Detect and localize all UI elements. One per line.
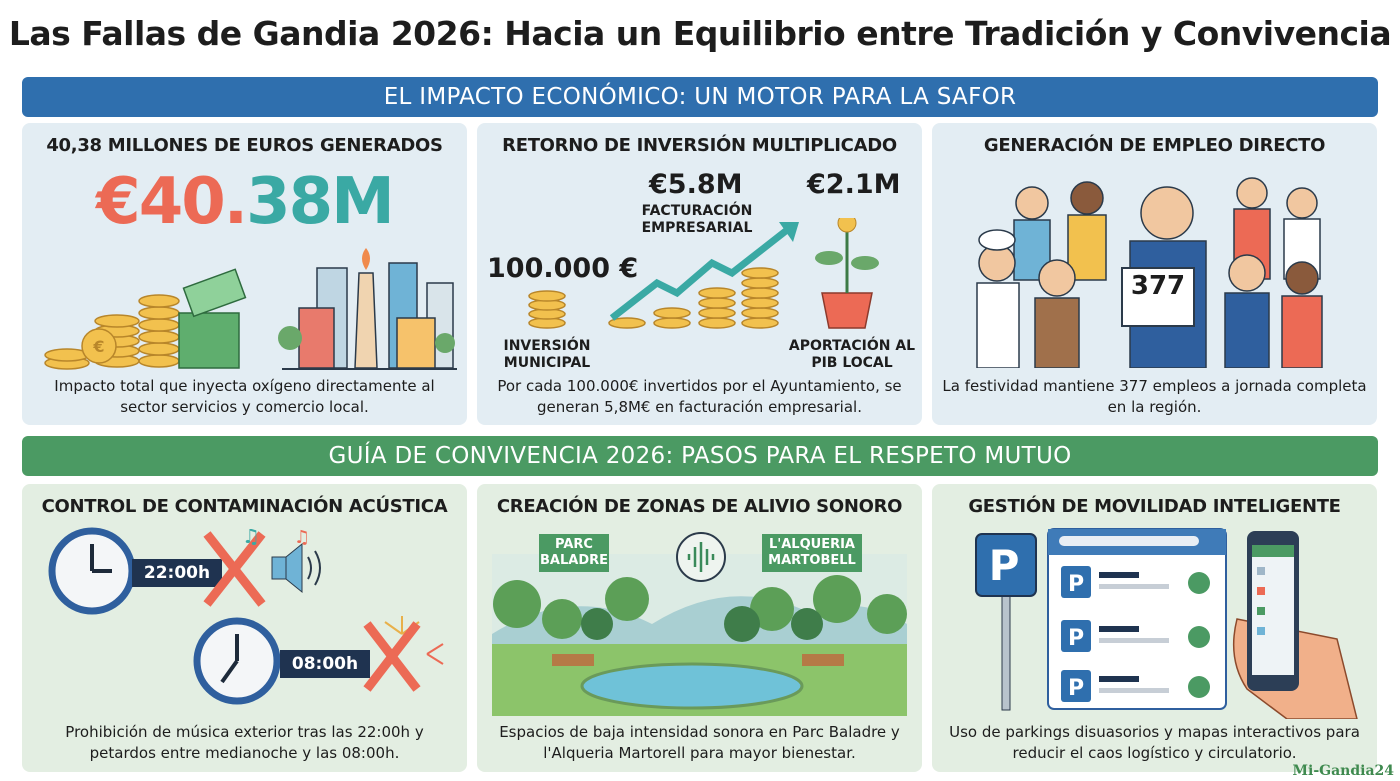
- prohibited-fireworks-icon: [363, 616, 444, 692]
- investment-value: 100.000 €: [487, 253, 639, 284]
- convivencia-section-banner: GUÍA DE CONVIVENCIA 2026: PASOS PARA EL …: [22, 436, 1378, 476]
- svg-text:P: P: [1068, 676, 1084, 701]
- watermark: Mi-Gandia24: [1292, 763, 1395, 779]
- card-description: Prohibición de música exterior tras las …: [65, 723, 424, 762]
- svg-text:P: P: [1068, 626, 1084, 651]
- card-heading: GESTIÓN DE MOVILIDAD INTELIGENTE: [968, 496, 1341, 517]
- sign-alqueria-martobell: L'ALQUERIA MARTOBELL: [762, 534, 862, 572]
- card-mobility: GESTIÓN DE MOVILIDAD INTELIGENTE P P P P…: [932, 484, 1377, 772]
- card-heading: CONTROL DE CONTAMINACIÓN ACÚSTICA: [41, 496, 448, 517]
- clock-icon: [193, 617, 281, 705]
- svg-text:♫: ♫: [294, 529, 310, 548]
- svg-text:€: €: [92, 337, 104, 356]
- gdp-value: €2.1M: [807, 169, 901, 200]
- smartphone-in-hand-icon: [1232, 531, 1358, 719]
- card-economic-total: 40,38 MILLONES DE EUROS GENERADOS €40.38…: [22, 123, 467, 425]
- coins-and-city-illustration: €: [44, 248, 457, 370]
- card-employment: GENERACIÓN DE EMPLEO DIRECTO 377 La fest…: [932, 123, 1377, 425]
- card-investment-return: RETORNO DE INVERSIÓN MULTIPLICADO 100.00…: [477, 123, 922, 425]
- fireworks-time-label: 08:00h: [280, 650, 370, 678]
- card-noise-control: CONTROL DE CONTAMINACIÓN ACÚSTICA 22:00h…: [22, 484, 467, 772]
- card-heading: GENERACIÓN DE EMPLEO DIRECTO: [983, 135, 1326, 156]
- card-heading: RETORNO DE INVERSIÓN MULTIPLICADO: [502, 135, 897, 156]
- music-time-label: 22:00h: [132, 559, 222, 587]
- sound-wave-icon: [676, 532, 726, 582]
- card-description: Por cada 100.000€ invertidos por el Ayun…: [497, 377, 902, 416]
- card-heading: 40,38 MILLONES DE EUROS GENERADOS: [46, 135, 443, 156]
- employment-sign-number: 377: [1130, 271, 1186, 301]
- clock-icon: [48, 527, 136, 615]
- svg-text:P: P: [1068, 572, 1084, 597]
- revenue-label: FACTURACIÓN EMPRESARIAL: [641, 203, 753, 236]
- svg-text:♫: ♫: [242, 529, 260, 548]
- sign-parc-baladre: PARC BALADRE: [539, 534, 609, 572]
- total-amount: €40.38M: [22, 165, 467, 239]
- workers-group-illustration: [976, 177, 1323, 368]
- card-heading: CREACIÓN DE ZONAS DE ALIVIO SONORO: [496, 496, 903, 517]
- revenue-value: €5.8M: [649, 169, 743, 200]
- total-amount-part1: €40.: [96, 165, 248, 239]
- card-description: Espacios de baja intensidad sonora en Pa…: [499, 723, 900, 762]
- prohibited-music-icon: ♫ ♫: [203, 529, 321, 607]
- growth-chart-illustration: [528, 218, 879, 329]
- parking-sign-icon: P: [975, 533, 1037, 711]
- investment-label: INVERSIÓN MUNICIPAL: [503, 338, 591, 371]
- economic-section-banner: EL IMPACTO ECONÓMICO: UN MOTOR PARA LA S…: [22, 77, 1378, 117]
- gdp-label: APORTACIÓN AL PIB LOCAL: [788, 338, 916, 371]
- page-title: Las Fallas de Gandia 2026: Hacia un Equi…: [8, 14, 1392, 53]
- svg-text:P: P: [989, 541, 1020, 590]
- card-description: La festividad mantiene 377 empleos a jor…: [942, 377, 1367, 416]
- parking-availability-panel: P P P: [1047, 528, 1227, 710]
- total-amount-part2: 38M: [246, 165, 395, 239]
- card-quiet-zones: CREACIÓN DE ZONAS DE ALIVIO SONORO PARC …: [477, 484, 922, 772]
- card-description: Uso de parkings disuasorios y mapas inte…: [949, 723, 1360, 762]
- card-description: Impacto total que inyecta oxígeno direct…: [54, 377, 435, 416]
